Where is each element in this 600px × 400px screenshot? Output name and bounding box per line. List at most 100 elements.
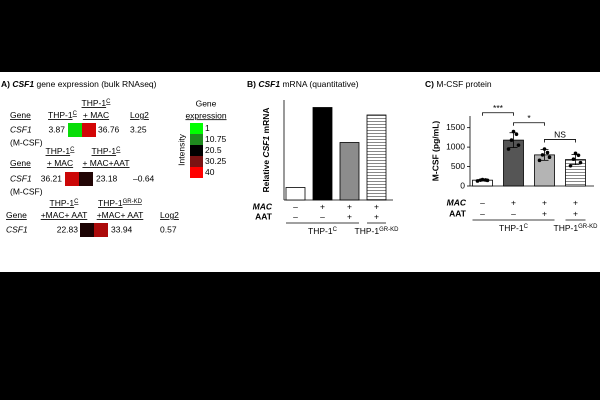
data-point bbox=[516, 143, 521, 147]
table-header: Gene bbox=[10, 158, 31, 168]
data-point bbox=[480, 177, 485, 182]
data-point bbox=[483, 178, 488, 182]
data-point bbox=[537, 158, 542, 163]
log2-value: 0.57 bbox=[160, 224, 177, 234]
table-header: Log2 bbox=[130, 110, 149, 120]
group-label: THP-1GR-KD bbox=[554, 223, 599, 233]
table-value: 36.21 bbox=[41, 173, 63, 183]
text-part: THP-1 bbox=[82, 98, 107, 108]
scale-tick-label: 30.25 bbox=[205, 156, 227, 166]
log2-value: –0.64 bbox=[133, 173, 155, 183]
figure-panel bbox=[0, 72, 600, 272]
log2-value: 3.25 bbox=[130, 124, 147, 134]
table-value: 36.76 bbox=[98, 124, 120, 134]
text-part: C bbox=[70, 147, 75, 153]
scale-title: expression bbox=[185, 110, 226, 120]
text-part: A) bbox=[1, 79, 10, 89]
text-part: CSF1 bbox=[258, 79, 280, 89]
text-part: C bbox=[74, 199, 79, 205]
scale-tick-label: 10.75 bbox=[205, 134, 227, 144]
heat-cell bbox=[82, 123, 96, 137]
bar bbox=[285, 187, 306, 201]
table-value: 33.94 bbox=[111, 224, 133, 234]
scale-swatch bbox=[190, 123, 203, 134]
condition-label: MAC bbox=[447, 197, 467, 207]
data-point bbox=[475, 179, 480, 183]
y-tick-label: 1500 bbox=[446, 122, 465, 132]
condition-value: + bbox=[347, 211, 352, 221]
text-part: THP-1 bbox=[308, 226, 333, 236]
text-part: GR-KD bbox=[123, 199, 143, 205]
text-part: C bbox=[333, 227, 338, 233]
data-point bbox=[540, 153, 545, 157]
text-part: THP-1 bbox=[98, 198, 123, 208]
significance-label: *** bbox=[493, 103, 504, 113]
heat-cell bbox=[68, 123, 82, 137]
y-axis-label: M-CSF (pg/mL) bbox=[430, 121, 440, 182]
text-part: + MAC bbox=[83, 110, 109, 120]
table-header: THP-1C bbox=[48, 110, 78, 120]
gene-alias: (M-CSF) bbox=[10, 137, 43, 147]
panel-title: B) CSF1 mRNA (quantitative) bbox=[247, 79, 359, 89]
table-header: THP-1C bbox=[82, 98, 112, 108]
table-header: THP-1C bbox=[46, 146, 76, 156]
text-part: B) bbox=[247, 79, 256, 89]
text-part: GR-KD bbox=[379, 227, 399, 233]
heat-cell bbox=[80, 223, 94, 237]
condition-value: + bbox=[374, 201, 379, 211]
table-header: Log2 bbox=[160, 210, 179, 220]
data-point bbox=[568, 163, 573, 168]
text-part: + MAC+AAT bbox=[82, 158, 129, 168]
scale-tick-label: 40 bbox=[205, 167, 215, 177]
gene-name: CSF1 bbox=[6, 224, 28, 234]
gene-name: CSF1 bbox=[10, 173, 32, 183]
condition-value: + bbox=[347, 201, 352, 211]
text-part: Log2 bbox=[130, 110, 149, 120]
table-value: 22.83 bbox=[57, 224, 79, 234]
bar bbox=[312, 107, 333, 201]
text-part: + MAC bbox=[47, 158, 73, 168]
significance-label: * bbox=[527, 113, 531, 123]
condition-value: + bbox=[573, 208, 578, 218]
data-point bbox=[545, 150, 550, 155]
data-point bbox=[547, 155, 552, 160]
text-part: THP-1 bbox=[48, 110, 73, 120]
text-part: C) bbox=[425, 79, 434, 89]
table-header: + MAC+AAT bbox=[82, 158, 129, 168]
text-part: THP-1 bbox=[355, 226, 380, 236]
scale-title: Gene bbox=[196, 98, 217, 108]
condition-value: + bbox=[573, 197, 578, 207]
bar bbox=[366, 114, 387, 201]
text-part: GR-KD bbox=[578, 224, 598, 230]
text-part: +MAC+ AAT bbox=[41, 210, 88, 220]
group-label: THP-1C bbox=[308, 226, 338, 236]
text-part: gene expression (bulk RNAseq) bbox=[36, 79, 156, 89]
scale-tick-label: 1 bbox=[205, 123, 210, 133]
text-part: THP-1 bbox=[554, 223, 579, 233]
significance-bracket bbox=[482, 112, 514, 116]
bar bbox=[339, 142, 360, 201]
panel-title: C) M-CSF protein bbox=[425, 79, 492, 89]
text-part: THP-1 bbox=[92, 146, 117, 156]
text-part: mRNA (quantitative) bbox=[282, 79, 358, 89]
data-point bbox=[514, 132, 519, 137]
scale-axis-label: Intensity bbox=[176, 133, 186, 165]
condition-value: – bbox=[480, 208, 485, 218]
text-part: CSF1 bbox=[261, 136, 271, 158]
scale-swatch bbox=[190, 134, 203, 145]
data-point bbox=[571, 157, 576, 161]
condition-value: + bbox=[542, 197, 547, 207]
y-tick-label: 0 bbox=[460, 180, 465, 190]
condition-value: + bbox=[511, 197, 516, 207]
data-point bbox=[578, 160, 583, 165]
significance-bracket bbox=[513, 122, 545, 126]
text-part: THP-1 bbox=[46, 146, 71, 156]
condition-value: + bbox=[542, 208, 547, 218]
condition-value: – bbox=[511, 208, 516, 218]
data-point bbox=[511, 129, 516, 134]
y-tick-label: 500 bbox=[451, 161, 465, 171]
text-part: C bbox=[524, 224, 529, 230]
text-part: Gene bbox=[10, 158, 31, 168]
text-part: Gene bbox=[6, 210, 27, 220]
